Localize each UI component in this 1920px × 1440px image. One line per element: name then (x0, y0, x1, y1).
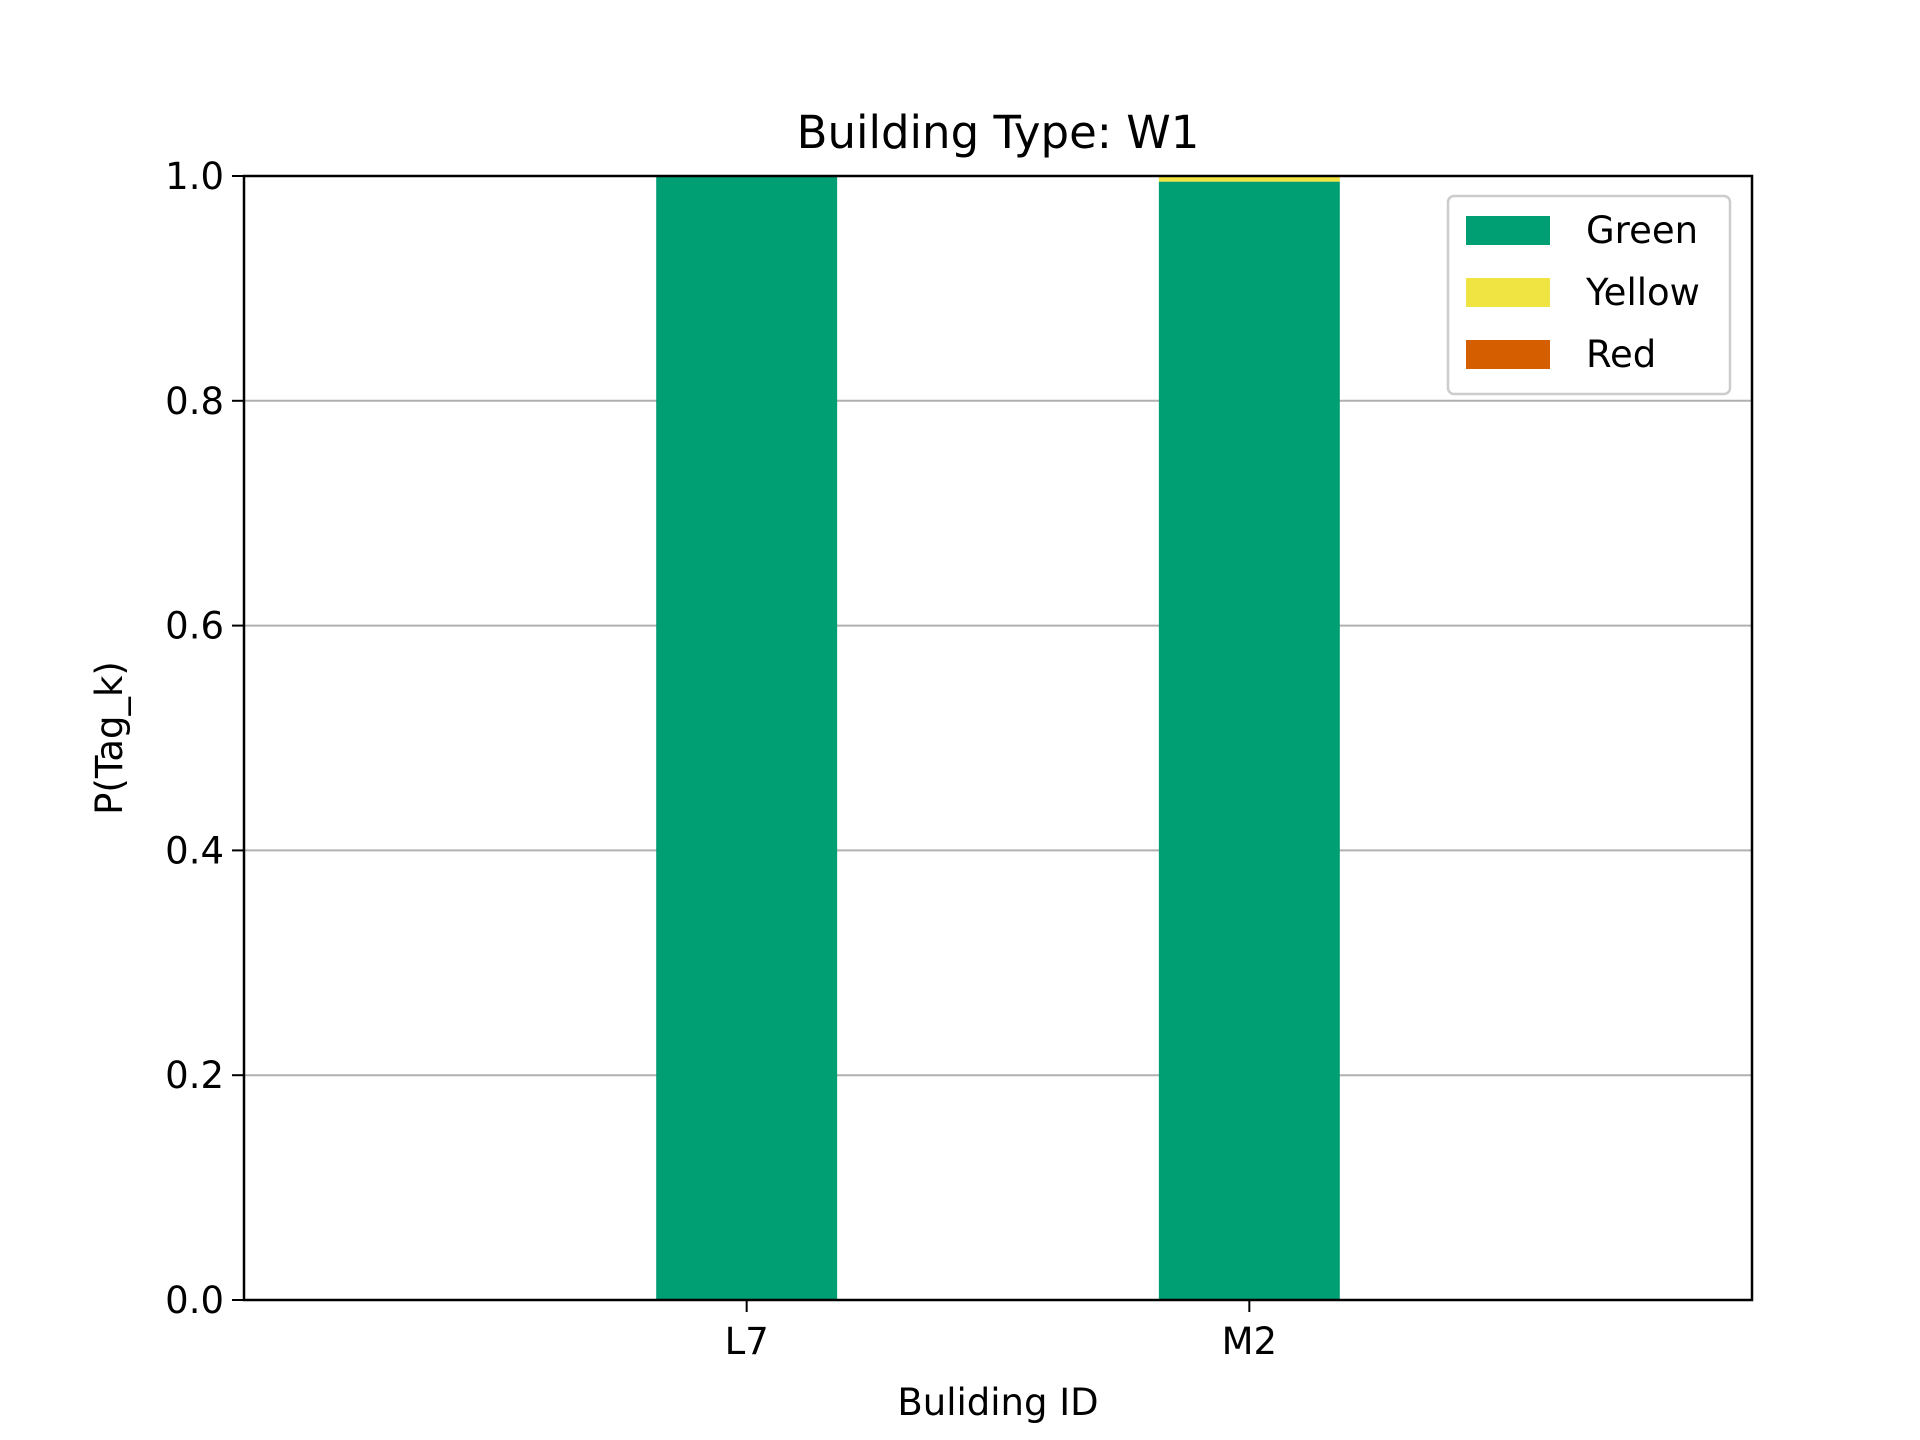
x-axis: L7 M2 (725, 1300, 1277, 1363)
x-tick-label: M2 (1222, 1320, 1277, 1363)
y-gridlines (244, 399, 1752, 1077)
legend: Green Yellow Red (1446, 194, 1732, 396)
y-tick-label: 0.8 (165, 380, 224, 423)
legend-swatch-red (1466, 340, 1550, 369)
legend-swatch-yellow (1466, 278, 1550, 307)
y-tick-label: 1.0 (165, 155, 224, 198)
y-axis: 0.0 0.2 0.4 0.6 0.8 1.0 (165, 155, 244, 1322)
x-tick-label: L7 (725, 1320, 769, 1363)
y-tick-label: 0.2 (165, 1054, 224, 1097)
y-tick-label: 0.6 (165, 605, 224, 648)
legend-label-green: Green (1586, 209, 1698, 252)
bar-green-l7 (656, 176, 838, 1300)
x-axis-label: Buliding ID (897, 1381, 1098, 1424)
legend-swatch-green (1466, 216, 1550, 245)
y-tick-label: 0.4 (165, 829, 224, 872)
bar-green-m2 (1158, 181, 1340, 1300)
y-axis-label: P(Tag_k) (88, 661, 131, 815)
bar-yellow-m2 (1158, 176, 1340, 182)
legend-label-red: Red (1586, 333, 1656, 376)
legend-label-yellow: Yellow (1585, 271, 1700, 314)
bars (656, 176, 1340, 1300)
chart-title: Building Type: W1 (797, 106, 1200, 159)
plot-frame (242, 174, 1754, 1302)
y-tick-label: 0.0 (165, 1279, 224, 1322)
